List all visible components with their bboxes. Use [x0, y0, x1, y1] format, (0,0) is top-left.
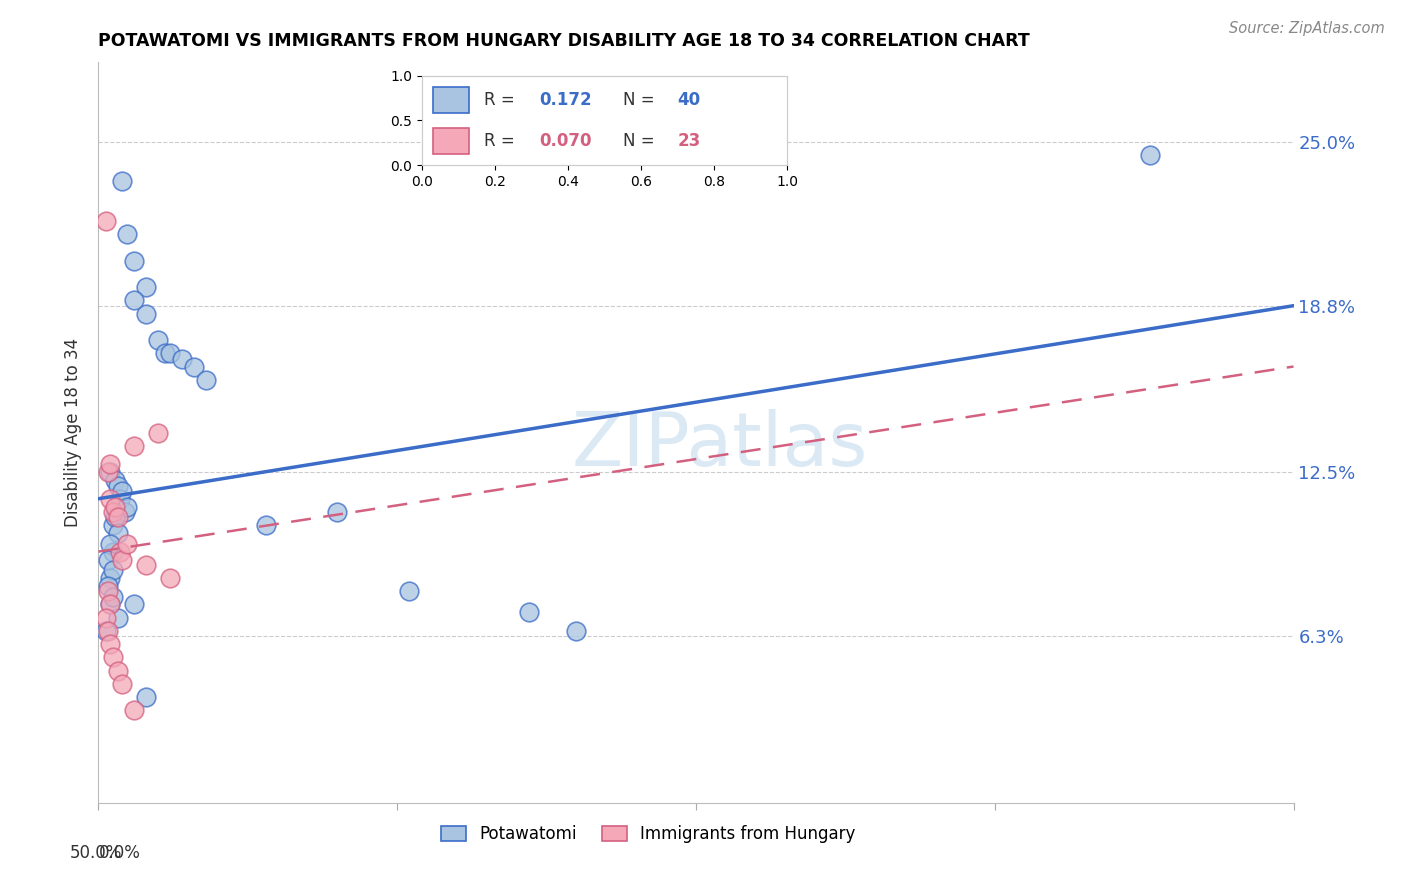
Point — [172, 351, 194, 366]
Point — [115, 536, 138, 550]
Point — [107, 510, 129, 524]
Point — [94, 214, 117, 228]
Point — [155, 346, 177, 360]
Point — [104, 510, 127, 524]
Text: N =: N = — [623, 132, 659, 150]
Text: 23: 23 — [678, 132, 702, 150]
Point — [98, 465, 122, 479]
Point — [107, 526, 129, 541]
Point — [98, 491, 122, 506]
Text: R =: R = — [484, 132, 520, 150]
Point — [111, 174, 134, 188]
Point — [101, 544, 124, 558]
Text: 40: 40 — [678, 91, 700, 109]
Point — [148, 333, 170, 347]
FancyBboxPatch shape — [433, 128, 470, 154]
Point — [101, 590, 124, 604]
Text: 0.172: 0.172 — [538, 91, 592, 109]
Point — [1139, 148, 1161, 162]
Point — [101, 650, 124, 665]
Legend: Potawatomi, Immigrants from Hungary: Potawatomi, Immigrants from Hungary — [434, 819, 862, 850]
Point — [94, 610, 117, 624]
Point — [104, 473, 127, 487]
Point — [195, 373, 218, 387]
Text: 50.0%: 50.0% — [70, 844, 122, 862]
Point — [98, 598, 122, 612]
Point — [124, 293, 146, 308]
Point — [135, 690, 157, 704]
Point — [517, 606, 540, 620]
Point — [97, 584, 120, 599]
Point — [135, 307, 157, 321]
Point — [183, 359, 205, 374]
Point — [98, 637, 122, 651]
Point — [326, 505, 349, 519]
Point — [108, 491, 131, 506]
Point — [107, 610, 129, 624]
Point — [159, 571, 181, 585]
Text: 0.070: 0.070 — [538, 132, 592, 150]
Point — [98, 598, 122, 612]
Point — [101, 505, 124, 519]
Point — [98, 458, 122, 472]
Point — [115, 500, 138, 514]
Point — [108, 544, 131, 558]
Point — [111, 677, 134, 691]
Point — [398, 584, 420, 599]
Point — [104, 500, 127, 514]
Text: R =: R = — [484, 91, 520, 109]
Point — [111, 483, 134, 498]
Point — [98, 571, 122, 585]
Point — [111, 552, 134, 566]
Point — [124, 703, 146, 717]
Point — [124, 253, 146, 268]
Point — [97, 579, 120, 593]
Point — [254, 518, 277, 533]
Point — [148, 425, 170, 440]
Point — [98, 536, 122, 550]
Point — [114, 505, 136, 519]
Text: ZIPatlas: ZIPatlas — [572, 409, 868, 483]
Point — [159, 346, 181, 360]
Point — [101, 563, 124, 577]
Point — [124, 598, 146, 612]
FancyBboxPatch shape — [433, 87, 470, 113]
Text: POTAWATOMI VS IMMIGRANTS FROM HUNGARY DISABILITY AGE 18 TO 34 CORRELATION CHART: POTAWATOMI VS IMMIGRANTS FROM HUNGARY DI… — [98, 32, 1031, 50]
Text: N =: N = — [623, 91, 659, 109]
Point — [135, 558, 157, 572]
Point — [115, 227, 138, 242]
Text: 0.0%: 0.0% — [98, 844, 141, 862]
Y-axis label: Disability Age 18 to 34: Disability Age 18 to 34 — [65, 338, 83, 527]
Point — [565, 624, 588, 638]
Point — [101, 518, 124, 533]
Point — [97, 552, 120, 566]
Text: Source: ZipAtlas.com: Source: ZipAtlas.com — [1229, 21, 1385, 36]
Point — [97, 624, 120, 638]
Point — [97, 465, 120, 479]
Point — [107, 478, 129, 492]
Point — [135, 280, 157, 294]
Point — [124, 439, 146, 453]
Point — [107, 664, 129, 678]
Point — [94, 624, 117, 638]
